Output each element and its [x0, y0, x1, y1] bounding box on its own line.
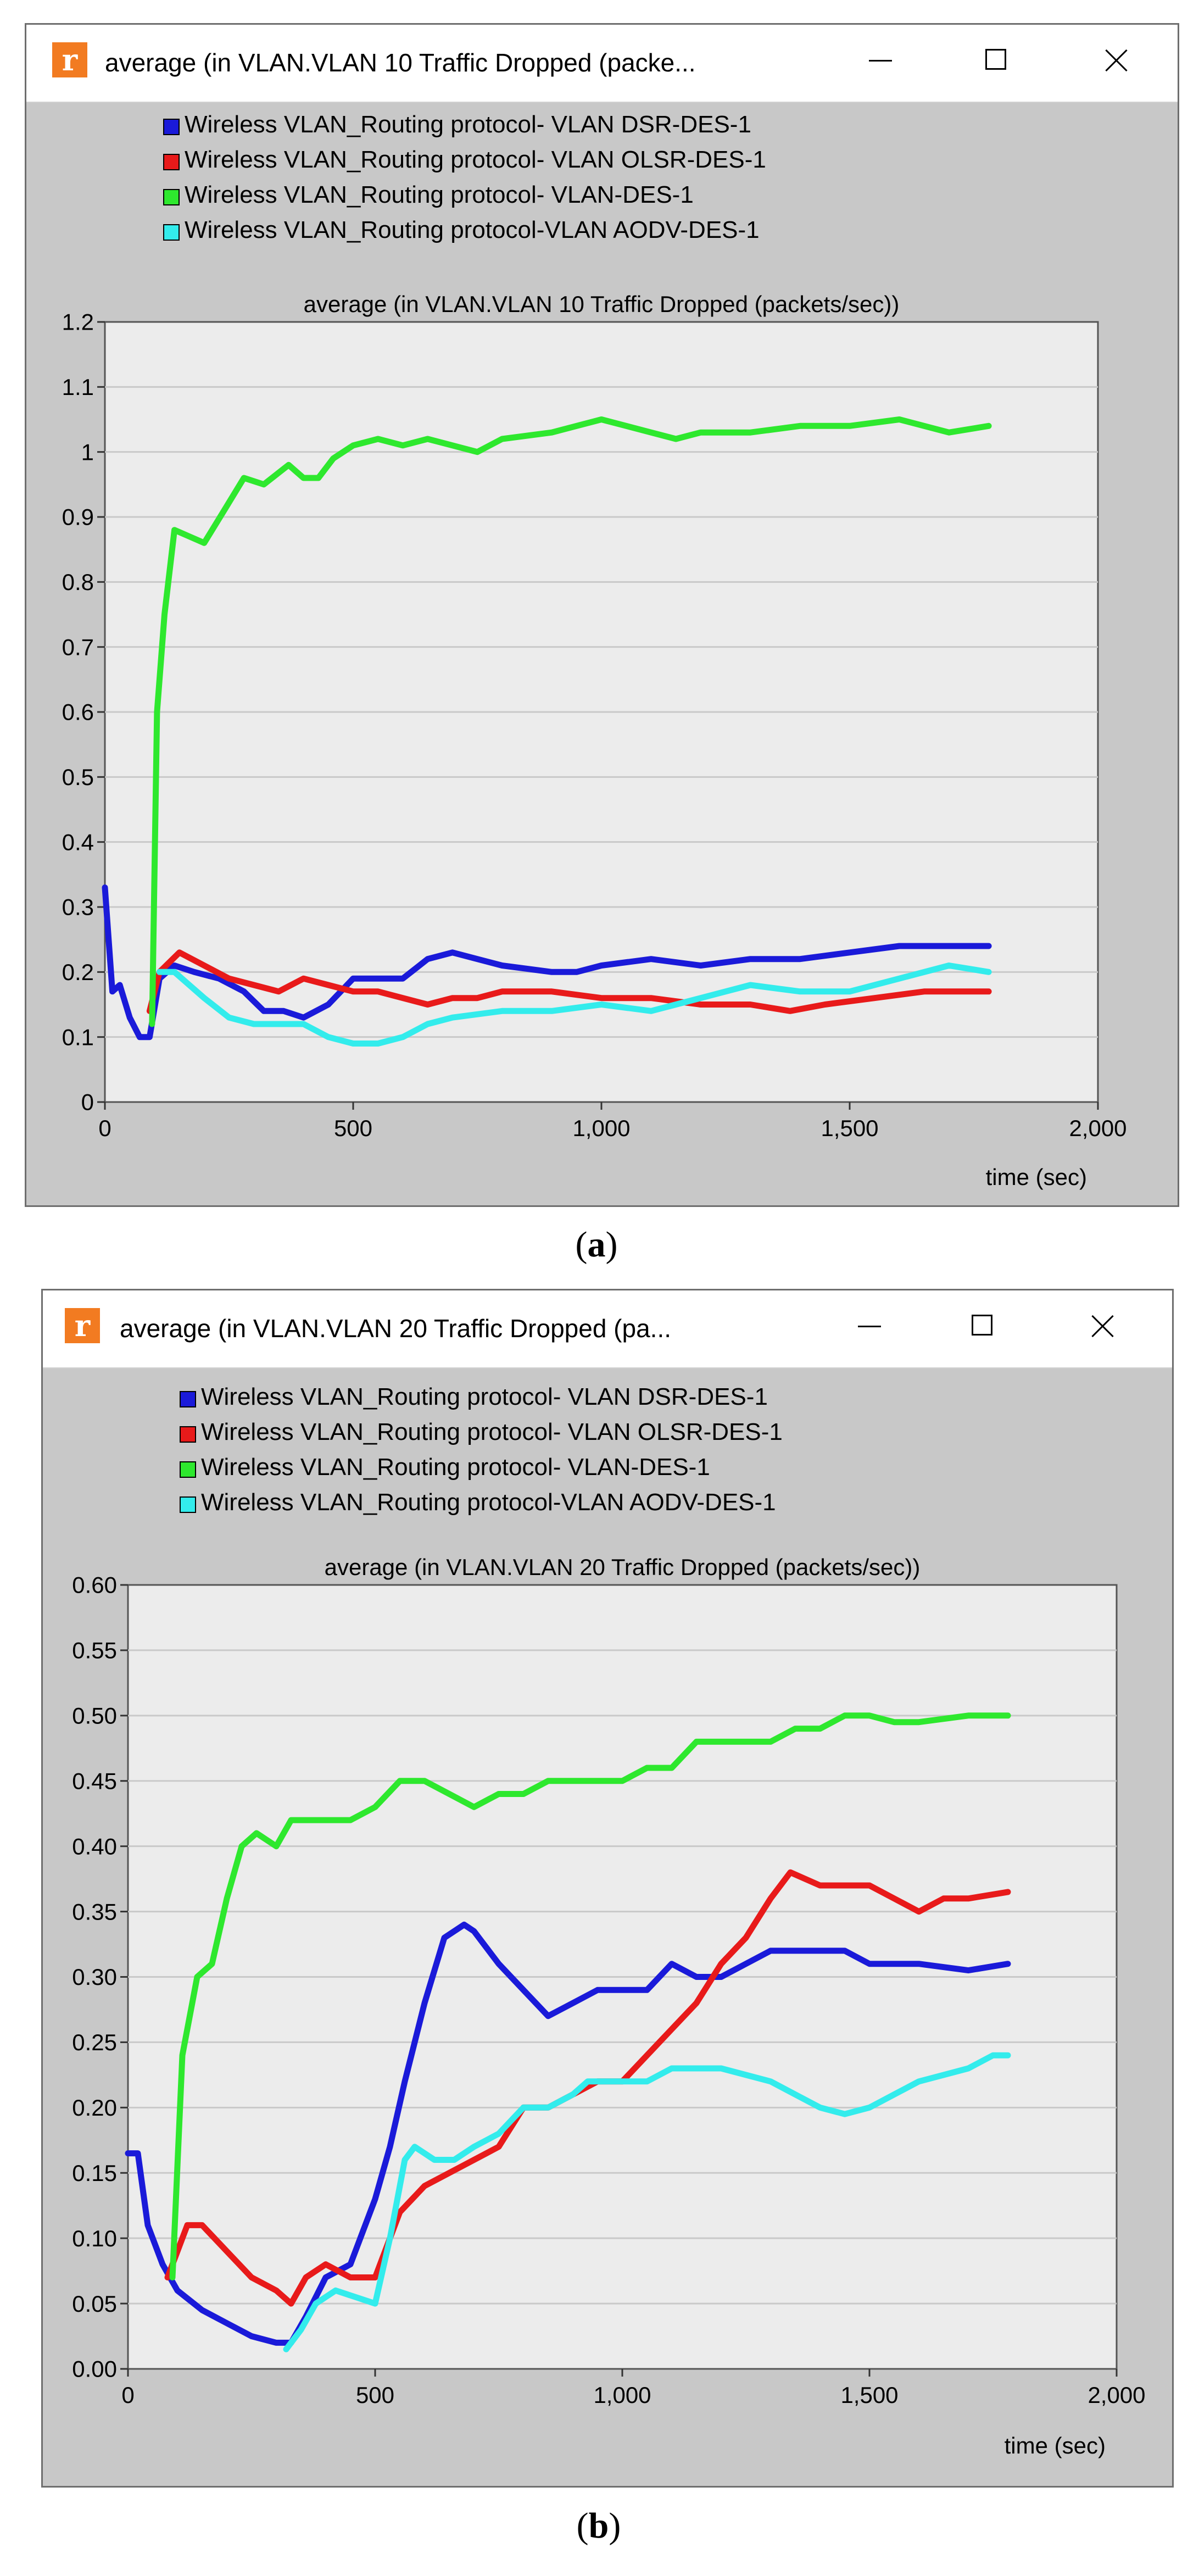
legend-label: Wireless VLAN_Routing protocol- VLAN DSR…	[201, 1383, 768, 1410]
window-titlebar[interactable]: r average (in VLAN.VLAN 20 Traffic Dropp…	[43, 1290, 1172, 1368]
y-tick-label: 0.55	[72, 1638, 117, 1663]
y-tick-label: 0.35	[72, 1899, 117, 1924]
minimize-icon[interactable]	[861, 41, 900, 80]
x-tick-label: 1,500	[840, 2382, 898, 2408]
window-title: average (in VLAN.VLAN 10 Traffic Dropped…	[105, 48, 696, 77]
legend-label: Wireless VLAN_Routing protocol- VLAN OLS…	[185, 146, 766, 173]
legend-swatch	[180, 1391, 196, 1407]
x-tick-label: 1,500	[821, 1115, 878, 1141]
y-tick-label: 0	[81, 1089, 94, 1115]
legend-swatch	[180, 1426, 196, 1443]
y-tick-label: 0.4	[62, 829, 94, 855]
y-tick-label: 0.2	[62, 959, 94, 985]
y-tick-label: 0.6	[62, 699, 94, 725]
series-line	[156, 962, 992, 1047]
legend-label: Wireless VLAN_Routing protocol- VLAN-DES…	[201, 1454, 710, 1481]
series-line	[149, 416, 992, 1027]
figure-caption-b: (b)	[576, 2506, 621, 2546]
legend-swatch	[163, 154, 180, 170]
legend-swatch	[180, 1461, 196, 1478]
x-tick-label: 500	[334, 1115, 372, 1141]
y-tick-label: 0.15	[72, 2160, 117, 2186]
window-titlebar[interactable]: r average (in VLAN.VLAN 10 Traffic Dropp…	[26, 25, 1178, 103]
legend-swatch	[163, 119, 180, 135]
legend-swatch	[180, 1496, 196, 1513]
figure-caption-a: (a)	[575, 1225, 618, 1265]
legend-swatch	[163, 224, 180, 241]
series-line	[169, 1712, 1011, 2280]
series-line	[125, 1921, 1011, 2346]
y-tick-label: 0.10	[72, 2226, 117, 2251]
y-tick-label: 0.30	[72, 1964, 117, 1990]
app-icon: r	[65, 1308, 100, 1343]
y-tick-label: 0.45	[72, 1768, 117, 1794]
app-icon: r	[52, 42, 87, 77]
chart-title: average (in VLAN.VLAN 10 Traffic Dropped…	[304, 291, 900, 317]
legend-swatch	[163, 189, 180, 205]
legend-label: Wireless VLAN_Routing protocol- VLAN OLS…	[201, 1418, 783, 1445]
y-tick-label: 0.50	[72, 1703, 117, 1729]
x-tick-label: 0	[121, 2382, 134, 2408]
maximize-icon[interactable]	[963, 1307, 1001, 1345]
x-tick-label: 1,000	[572, 1115, 630, 1141]
legend-label: Wireless VLAN_Routing protocol- VLAN-DES…	[185, 181, 694, 208]
x-tick-label: 0	[98, 1115, 111, 1141]
legend-label: Wireless VLAN_Routing protocol-VLAN AODV…	[185, 216, 760, 243]
y-tick-label: 0.00	[72, 2356, 117, 2382]
window-title: average (in VLAN.VLAN 20 Traffic Dropped…	[120, 1314, 672, 1343]
y-tick-label: 0.7	[62, 634, 94, 660]
x-axis-label: time (sec)	[986, 1164, 1087, 1190]
legend-label: Wireless VLAN_Routing protocol- VLAN DSR…	[185, 111, 751, 138]
chart-area: 0 0.1 0.2 0.3 0.4 0.5 0.6 0.7 0.8 0.9 1 1.1 1.2 0 500 1…	[62, 111, 1127, 1190]
y-tick-label: 1.1	[62, 374, 94, 400]
x-tick-label: 1,000	[593, 2382, 651, 2408]
chart-title: average (in VLAN.VLAN 20 Traffic Dropped…	[325, 1554, 921, 1580]
series-line	[283, 2052, 1011, 2352]
y-tick-label: 0.40	[72, 1833, 117, 1859]
legend-label: Wireless VLAN_Routing protocol-VLAN AODV…	[201, 1489, 776, 1516]
y-tick-label: 0.60	[72, 1572, 117, 1598]
y-tick-label: 0.05	[72, 2291, 117, 2317]
y-tick-label: 0.1	[62, 1024, 94, 1050]
chart-window-b: r average (in VLAN.VLAN 20 Traffic Dropp…	[41, 1289, 1174, 2488]
y-tick-label: 0.9	[62, 504, 94, 530]
x-tick-label: 500	[356, 2382, 394, 2408]
x-tick-label: 2,000	[1088, 2382, 1145, 2408]
chart-window-a: r average (in VLAN.VLAN 10 Traffic Dropp…	[25, 23, 1179, 1207]
y-tick-label: 0.3	[62, 894, 94, 920]
maximize-icon[interactable]	[977, 41, 1015, 80]
minimize-icon[interactable]	[850, 1307, 889, 1345]
x-tick-label: 2,000	[1069, 1115, 1126, 1141]
y-tick-label: 0.20	[72, 2095, 117, 2121]
y-tick-label: 0.5	[62, 764, 94, 790]
series-line	[146, 949, 992, 1014]
x-axis-label: time (sec)	[1005, 2433, 1106, 2458]
y-tick-label: 1.2	[62, 309, 94, 335]
y-tick-label: 0.25	[72, 2029, 117, 2055]
y-tick-label: 0.8	[62, 569, 94, 595]
y-tick-label: 1	[81, 439, 94, 465]
chart-area: 0.00 0.05 0.10 0.15 0.20 0.25 0.30 0.35 0.40 0.45…	[72, 1383, 1145, 2458]
